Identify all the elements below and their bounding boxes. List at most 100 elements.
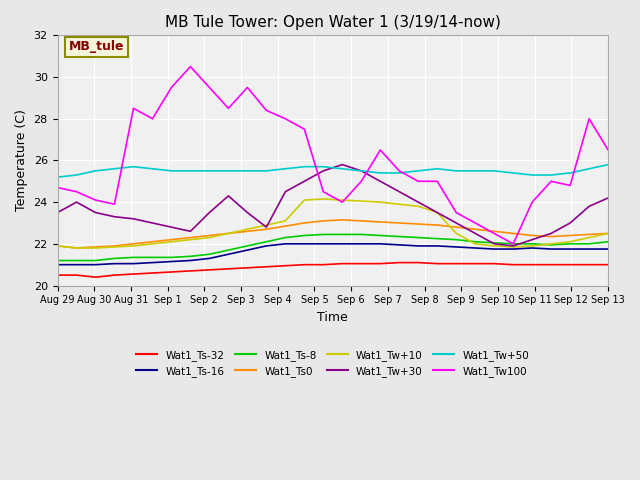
Wat1_Tw+30 xyxy=(54,210,61,216)
Wat1_Tw+10 xyxy=(92,245,99,251)
Wat1_Ts0 xyxy=(604,230,612,236)
Wat1_Ts-32 xyxy=(566,262,574,267)
Wat1_Tw+10 xyxy=(244,227,252,232)
Wat1_Tw+10 xyxy=(225,230,232,236)
Wat1_Tw+10 xyxy=(73,245,81,251)
Wat1_Tw100 xyxy=(452,210,460,216)
Wat1_Ts-32 xyxy=(358,261,365,266)
Line: Wat1_Tw+50: Wat1_Tw+50 xyxy=(58,165,608,177)
Wat1_Ts-8 xyxy=(92,258,99,264)
Wat1_Tw100 xyxy=(604,147,612,153)
Wat1_Tw+10 xyxy=(339,197,346,203)
Wat1_Tw+30 xyxy=(529,237,536,242)
Wat1_Tw+50 xyxy=(244,168,252,174)
Wat1_Tw100 xyxy=(282,116,289,121)
Wat1_Ts-8 xyxy=(225,247,232,253)
Wat1_Tw100 xyxy=(396,168,403,174)
Wat1_Ts-32 xyxy=(396,260,403,265)
Wat1_Tw+30 xyxy=(130,216,138,222)
Wat1_Tw+10 xyxy=(148,241,156,247)
Wat1_Ts0 xyxy=(396,220,403,226)
Wat1_Ts-32 xyxy=(187,268,195,274)
Wat1_Tw+50 xyxy=(262,168,270,174)
Wat1_Ts0 xyxy=(319,218,327,224)
Wat1_Tw100 xyxy=(244,84,252,90)
Wat1_Tw+50 xyxy=(319,164,327,169)
Wat1_Tw+10 xyxy=(490,243,498,249)
Wat1_Tw100 xyxy=(168,84,175,90)
Wat1_Tw+10 xyxy=(415,204,422,209)
Wat1_Tw+30 xyxy=(604,195,612,201)
Wat1_Ts-8 xyxy=(452,237,460,242)
Wat1_Ts-32 xyxy=(376,261,384,266)
Line: Wat1_Ts-16: Wat1_Ts-16 xyxy=(58,244,608,264)
Wat1_Tw+50 xyxy=(604,162,612,168)
Wat1_Tw100 xyxy=(92,197,99,203)
Wat1_Tw+50 xyxy=(509,170,517,176)
Wat1_Tw+10 xyxy=(509,244,517,250)
Text: MB_tule: MB_tule xyxy=(68,40,124,53)
Wat1_Ts-16 xyxy=(604,246,612,252)
Wat1_Ts-32 xyxy=(73,272,81,278)
Wat1_Tw+10 xyxy=(358,198,365,204)
Wat1_Ts0 xyxy=(301,220,308,226)
Wat1_Tw+10 xyxy=(472,241,479,247)
Line: Wat1_Ts-8: Wat1_Ts-8 xyxy=(58,234,608,261)
Wat1_Ts-16 xyxy=(92,262,99,267)
Wat1_Tw100 xyxy=(339,199,346,205)
Wat1_Tw100 xyxy=(586,116,593,121)
Wat1_Tw100 xyxy=(509,241,517,247)
Wat1_Tw+50 xyxy=(415,168,422,174)
Wat1_Tw+10 xyxy=(566,239,574,245)
Wat1_Tw+30 xyxy=(148,220,156,226)
Wat1_Tw+30 xyxy=(301,179,308,184)
Wat1_Ts-32 xyxy=(244,265,252,271)
Wat1_Tw+50 xyxy=(472,168,479,174)
Wat1_Tw100 xyxy=(472,220,479,226)
Wat1_Ts-8 xyxy=(262,239,270,245)
Wat1_Tw+30 xyxy=(396,189,403,194)
Wat1_Ts0 xyxy=(244,228,252,234)
Wat1_Ts-16 xyxy=(472,245,479,251)
Wat1_Ts-8 xyxy=(472,239,479,245)
Wat1_Tw+10 xyxy=(282,218,289,224)
Wat1_Tw100 xyxy=(547,179,555,184)
Wat1_Tw+50 xyxy=(73,172,81,178)
Wat1_Ts-16 xyxy=(358,241,365,247)
Wat1_Tw+30 xyxy=(168,224,175,230)
Wat1_Ts-32 xyxy=(168,269,175,275)
Wat1_Tw100 xyxy=(73,189,81,194)
Wat1_Ts-16 xyxy=(54,262,61,267)
Wat1_Ts-32 xyxy=(282,263,289,269)
Wat1_Tw+10 xyxy=(604,230,612,236)
Wat1_Ts0 xyxy=(111,243,118,249)
Wat1_Tw+50 xyxy=(187,168,195,174)
Wat1_Tw+10 xyxy=(529,243,536,249)
Wat1_Ts-32 xyxy=(339,261,346,266)
Wat1_Tw+30 xyxy=(415,199,422,205)
Wat1_Ts-8 xyxy=(54,258,61,264)
Wat1_Ts-32 xyxy=(529,262,536,267)
Wat1_Tw100 xyxy=(262,108,270,113)
Wat1_Ts-8 xyxy=(566,241,574,247)
Wat1_Ts-8 xyxy=(244,243,252,249)
Wat1_Ts-8 xyxy=(339,231,346,237)
Wat1_Ts-16 xyxy=(168,259,175,264)
Wat1_Tw100 xyxy=(205,84,213,90)
Wat1_Ts-8 xyxy=(586,241,593,247)
Wat1_Ts0 xyxy=(187,235,195,240)
Wat1_Tw+50 xyxy=(547,172,555,178)
Wat1_Ts-16 xyxy=(586,246,593,252)
Wat1_Ts0 xyxy=(130,241,138,247)
Wat1_Ts-32 xyxy=(301,262,308,267)
Wat1_Tw+50 xyxy=(54,174,61,180)
Wat1_Ts-32 xyxy=(490,261,498,266)
Wat1_Tw+10 xyxy=(547,241,555,247)
Wat1_Ts-16 xyxy=(148,260,156,265)
Wat1_Ts-16 xyxy=(262,243,270,249)
Y-axis label: Temperature (C): Temperature (C) xyxy=(15,109,28,211)
Wat1_Tw+50 xyxy=(225,168,232,174)
Wat1_Tw+30 xyxy=(376,179,384,184)
Wat1_Ts-8 xyxy=(433,236,441,241)
Line: Wat1_Tw+10: Wat1_Tw+10 xyxy=(58,199,608,248)
